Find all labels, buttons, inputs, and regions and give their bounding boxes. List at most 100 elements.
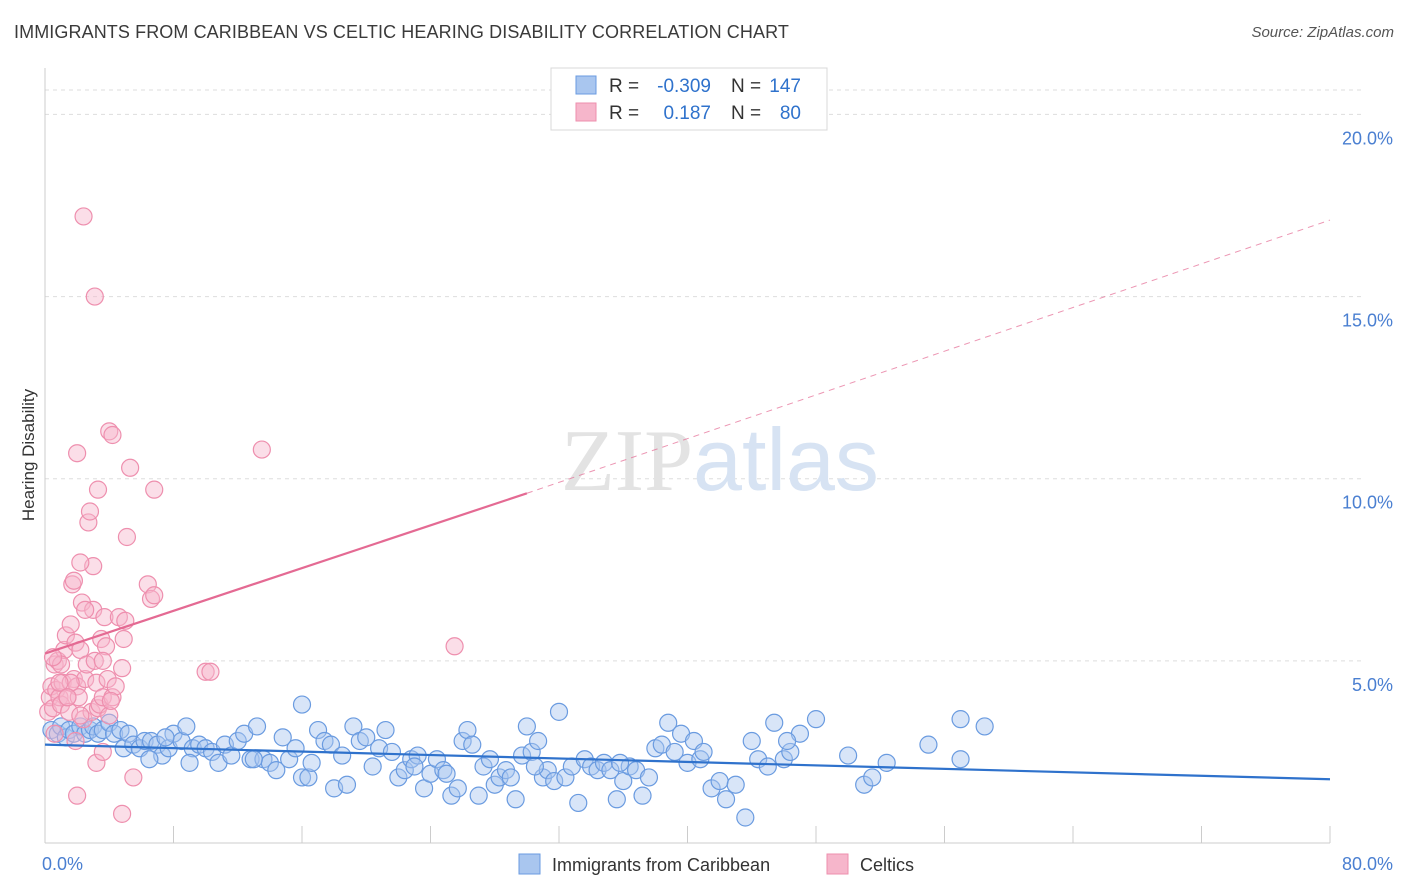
- caribbean-point-77: [480, 750, 500, 769]
- caribbean-point-61: [389, 768, 408, 787]
- celtics-point-49: [88, 480, 108, 499]
- celtics-point-60: [196, 662, 215, 681]
- celtics-trend-line: [44, 492, 528, 655]
- caribbean-point-60: [382, 742, 402, 762]
- celtics-point-68: [87, 753, 106, 772]
- caribbean-point-123: [781, 742, 800, 762]
- celtics-point-58: [114, 629, 133, 649]
- caribbean-point-129: [877, 753, 896, 772]
- caribbean-point-86: [529, 731, 548, 751]
- y-tick-label-0: 5.0%: [1352, 675, 1393, 695]
- caribbean-point-138: [405, 757, 424, 776]
- celtics-point-59: [252, 440, 271, 459]
- grid-lines: [45, 89, 1365, 662]
- caribbean-point-104: [639, 768, 659, 787]
- celtics-point-47: [121, 458, 140, 477]
- celtics-point-64: [76, 600, 95, 619]
- celtics-point-26: [80, 502, 100, 521]
- caribbean-point-89: [545, 771, 564, 791]
- celtics-point-71: [68, 786, 87, 805]
- legend-n-label-blue: N =: [731, 76, 761, 97]
- celtics-point-69: [93, 742, 112, 762]
- series-caribbean-points: [42, 695, 994, 827]
- celtics-trend-extension: [526, 219, 1331, 494]
- legend-r-label-pink: R =: [609, 103, 639, 124]
- caribbean-point-73: [458, 720, 477, 740]
- caribbean-point-57: [363, 757, 382, 776]
- caribbean-point-37: [247, 717, 267, 736]
- stats-legend-box: [550, 67, 828, 131]
- caribbean-point-118: [742, 731, 761, 751]
- series-legend: Immigrants from Caribbean Celtics: [518, 853, 914, 875]
- caribbean-point-48: [308, 720, 328, 740]
- celtics-point-43: [74, 207, 93, 226]
- celtics-point-77: [101, 691, 120, 711]
- series-celtics-points: [39, 207, 464, 823]
- caribbean-point-70: [442, 786, 461, 805]
- caribbean-point-44: [292, 768, 312, 787]
- caribbean-point-91: [556, 768, 575, 787]
- stats-legend: R = -0.309 N = 147 R = 0.187 N = 80: [550, 67, 828, 131]
- legend-r-value-blue: -0.309: [657, 76, 711, 97]
- caribbean-point-116: [726, 775, 745, 794]
- caribbean-point-81: [501, 768, 520, 787]
- celtics-point-76: [93, 651, 112, 670]
- caribbean-point-53: [337, 775, 357, 794]
- celtics-point-50: [68, 444, 87, 463]
- celtics-point-72: [112, 804, 132, 823]
- y-axis-label: Hearing Disability: [19, 388, 38, 521]
- caribbean-point-45: [299, 768, 318, 787]
- series-legend-swatch-blue: [518, 853, 541, 875]
- trend-lines: [44, 219, 1331, 781]
- caribbean-point-74: [463, 735, 482, 754]
- legend-swatch-pink: [575, 102, 597, 122]
- caribbean-point-15: [114, 739, 133, 758]
- caribbean-trend-line: [44, 743, 1331, 781]
- x-tick-label-0: 0.0%: [42, 854, 83, 874]
- caribbean-point-131: [951, 710, 970, 729]
- celtics-point-62: [445, 637, 464, 656]
- caribbean-point-128: [863, 768, 882, 787]
- y-tick-label-3: 20.0%: [1342, 128, 1393, 148]
- celtics-point-38: [100, 706, 119, 725]
- legend-n-label-pink: N =: [731, 103, 761, 124]
- caribbean-point-85: [522, 742, 541, 762]
- celtics-point-67: [66, 731, 85, 751]
- caribbean-point-76: [474, 757, 493, 776]
- caribbean-point-134: [777, 731, 797, 751]
- caribbean-point-132: [975, 717, 994, 736]
- caribbean-point-139: [244, 750, 263, 769]
- caribbean-point-125: [806, 710, 826, 729]
- series-legend-label-blue: Immigrants from Caribbean: [552, 855, 770, 875]
- chart-title: IMMIGRANTS FROM CARIBBEAN VS CELTIC HEAR…: [14, 22, 789, 42]
- legend-n-value-blue: 147: [769, 76, 801, 97]
- celtics-point-23: [76, 669, 95, 689]
- x-tick-label-1: 80.0%: [1342, 854, 1393, 874]
- celtics-point-42: [112, 659, 132, 678]
- caribbean-point-71: [448, 779, 467, 798]
- caribbean-point-108: [665, 742, 684, 762]
- caribbean-point-130: [919, 735, 938, 754]
- celtics-point-75: [71, 706, 90, 725]
- caribbean-point-12: [100, 713, 119, 732]
- y-tick-label-2: 15.0%: [1342, 311, 1393, 331]
- caribbean-point-121: [765, 713, 784, 732]
- x-tick-labels: 0.0% 80.0%: [42, 854, 1393, 874]
- watermark-zip: ZIP: [561, 413, 693, 510]
- celtics-point-70: [124, 768, 143, 787]
- caribbean-point-72: [453, 731, 472, 751]
- caribbean-point-16: [119, 724, 138, 743]
- caribbean-point-103: [633, 786, 652, 805]
- caribbean-point-141: [140, 750, 159, 769]
- celtics-point-74: [50, 673, 69, 692]
- caribbean-point-41: [273, 728, 292, 747]
- caribbean-point-82: [506, 790, 525, 809]
- caribbean-point-133: [951, 750, 970, 769]
- caribbean-point-90: [549, 702, 569, 721]
- series-legend-label-pink: Celtics: [860, 855, 914, 875]
- caribbean-point-137: [525, 757, 545, 776]
- celtics-point-35: [95, 608, 114, 627]
- caribbean-point-136: [610, 753, 630, 772]
- celtics-point-11: [56, 626, 75, 645]
- celtics-point-44: [85, 287, 104, 306]
